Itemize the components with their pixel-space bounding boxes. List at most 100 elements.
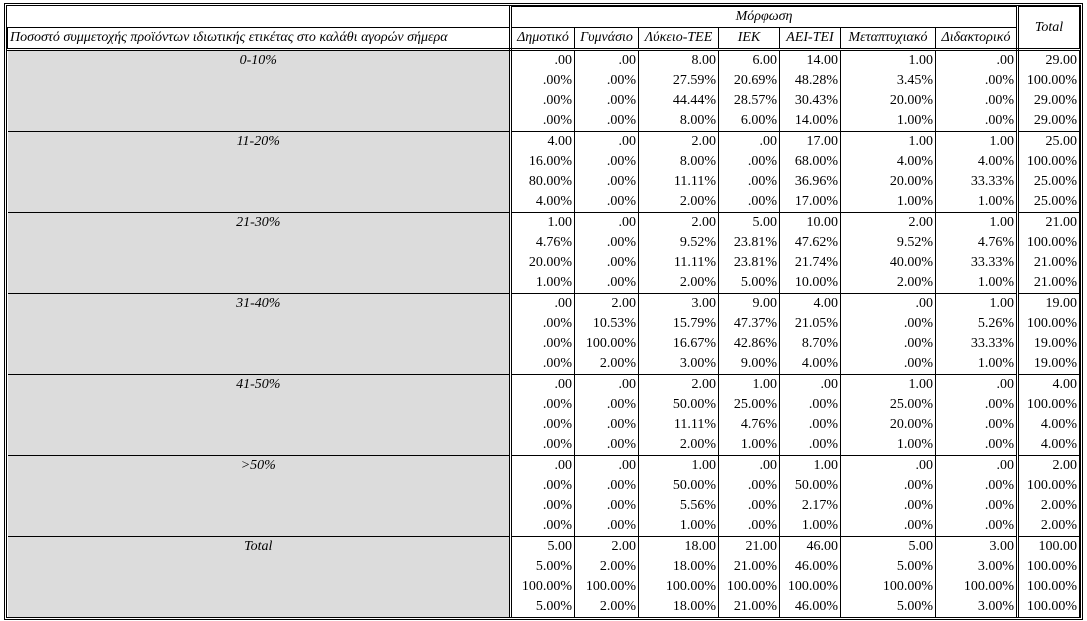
table-cell: 5.00% (840, 557, 936, 577)
table-cell: 1.00% (840, 111, 936, 132)
table-cell: .00% (574, 395, 639, 415)
table-cell: 48.28% (779, 71, 841, 91)
table-cell: .00 (718, 455, 780, 476)
table-cell: 2.00 (638, 374, 719, 395)
table-cell: 4.76% (718, 415, 780, 435)
total-cell: 2.00% (1016, 516, 1080, 537)
table-row: 100.00% 100.00% 100.00% 100.00% 100.00% 100.0… (8, 577, 1080, 597)
table-cell: .00 (510, 49, 575, 71)
total-cell: 19.00% (1016, 334, 1080, 354)
total-cell: 4.00% (1016, 435, 1080, 456)
table-cell: 4.00 (779, 293, 841, 314)
table-cell: 15.79% (638, 314, 719, 334)
table-cell: .00% (840, 354, 936, 375)
table-cell: 5.00% (510, 557, 575, 577)
column-header: ΑΕΙ-ΤΕΙ (779, 27, 841, 51)
total-cell: 19.00% (1016, 354, 1080, 375)
table-cell: 50.00% (779, 476, 841, 496)
row-group-label: Total (7, 536, 512, 617)
table-cell: 2.17% (779, 496, 841, 516)
table-row: .00% .00% 44.44% 28.57% 30.43% 20.00% .00% 29.0… (8, 91, 1080, 111)
table-row: .00% .00% 27.59% 20.69% 48.28% 3.45% .00% 100.0… (8, 71, 1080, 91)
table-cell: 20.69% (718, 71, 780, 91)
table-cell: 9.52% (638, 233, 719, 253)
table-row: 11-20% 4.00.00 2.00.00 17.00 1.00 1.00 25.00 (7, 131, 1080, 213)
table-cell: 46.00% (779, 597, 841, 617)
table-cell: 21.00 (718, 536, 780, 557)
table-cell: 1.00 (779, 455, 841, 476)
table-cell: 18.00 (638, 536, 719, 557)
table-cell: .00% (718, 496, 780, 516)
table-cell: 18.00% (638, 557, 719, 577)
table-cell: .00% (510, 435, 575, 456)
column-header: Γυμνάσιο (574, 27, 639, 51)
table-cell: 100.00% (510, 577, 575, 597)
table-row: 0-10% .00.00 8.00 6.00 14.00 1.00.00 29.00 (7, 49, 1080, 132)
table-cell: 2.00% (638, 435, 719, 456)
table-cell: 5.26% (935, 314, 1018, 334)
table-cell: 5.00 (510, 536, 575, 557)
table-cell: 4.00% (510, 192, 575, 213)
total-cell: 100.00% (1016, 152, 1080, 172)
table-cell: .00 (779, 374, 841, 395)
table-cell: 9.00% (718, 354, 780, 375)
table-cell: 9.00 (718, 293, 780, 314)
table-cell: 1.00 (935, 131, 1018, 152)
table-cell: 2.00 (574, 536, 639, 557)
table-cell: 4.00% (935, 152, 1018, 172)
table-cell: 1.00% (840, 435, 936, 456)
table-cell: .00% (510, 496, 575, 516)
table-cell: 100.00% (779, 577, 841, 597)
table-cell: 2.00% (638, 273, 719, 294)
table-cell: .00 (935, 49, 1018, 71)
table-cell: 17.00 (779, 131, 841, 152)
table-cell: 50.00% (638, 395, 719, 415)
table-cell: 23.81% (718, 253, 780, 273)
table-cell: 46.00% (779, 557, 841, 577)
table-cell: 2.00% (638, 192, 719, 213)
table-cell: .00% (574, 496, 639, 516)
total-cell: 21.00% (1016, 253, 1080, 273)
table-row: 31-40% .00 2.00 3.00 9.00 4.00.00 1.00 19.00 (7, 293, 1080, 375)
table-row: >50% .00.00 1.00.00 1.00.00.00 2.00 (7, 455, 1080, 537)
table-row: 16.00% .00% 8.00% .00% 68.00% 4.00% 4.00% 100.0… (8, 152, 1080, 172)
table-cell: .00 (840, 455, 936, 476)
table-cell: 40.00% (840, 253, 936, 273)
table-cell: .00% (935, 496, 1018, 516)
table-cell: 28.57% (718, 91, 780, 111)
column-header: Διδακτορικό (935, 27, 1018, 51)
table-cell: 3.00 (935, 536, 1018, 557)
table-row: .00% .00% 50.00% 25.00% .00% 25.00% .00% 100.00… (8, 395, 1080, 415)
table-cell: .00% (510, 111, 575, 132)
total-cell: 25.00 (1016, 131, 1080, 152)
crosstab-table: Μόρφωση Total Ποσοστό συμμετοχής προϊόντ… (7, 6, 1080, 617)
table-cell: .00% (779, 395, 841, 415)
table-cell: 46.00 (779, 536, 841, 557)
total-cell: 100.00% (1016, 314, 1080, 334)
table-cell: 4.00% (840, 152, 936, 172)
total-cell: 25.00% (1016, 192, 1080, 213)
table-row: 80.00% .00% 11.11% .00% 36.96% 20.00% 33.33% 25… (8, 172, 1080, 192)
table-row: 41-50% .00.00 2.00 1.00.00 1.00.00 4.00 (7, 374, 1080, 456)
total-cell: 100.00% (1016, 557, 1080, 577)
table-cell: .00% (574, 476, 639, 496)
table-cell: 1.00% (935, 354, 1018, 375)
table-cell: .00% (574, 71, 639, 91)
table-cell: .00% (840, 476, 936, 496)
table-cell: 33.33% (935, 334, 1018, 354)
table-cell: 1.00% (638, 516, 719, 537)
table-cell: 17.00% (779, 192, 841, 213)
table-cell: 3.45% (840, 71, 936, 91)
row-group-label: >50% (7, 455, 512, 537)
table-cell: 1.00% (510, 273, 575, 294)
table-cell: 2.00% (574, 354, 639, 375)
table-row: .00% .00% 50.00% .00% 50.00% .00% .00% 100.00% (8, 476, 1080, 496)
table-cell: 5.00% (718, 273, 780, 294)
table-cell: .00 (574, 374, 639, 395)
crosstab-frame: Μόρφωση Total Ποσοστό συμμετοχής προϊόντ… (4, 3, 1083, 620)
table-cell: 14.00 (779, 49, 841, 71)
row-variable-label: Ποσοστό συμμετοχής προϊόντων ιδιωτικής ε… (7, 27, 512, 51)
table-cell: 1.00% (779, 516, 841, 537)
table-cell: 20.00% (510, 253, 575, 273)
total-cell: 100.00% (1016, 395, 1080, 415)
